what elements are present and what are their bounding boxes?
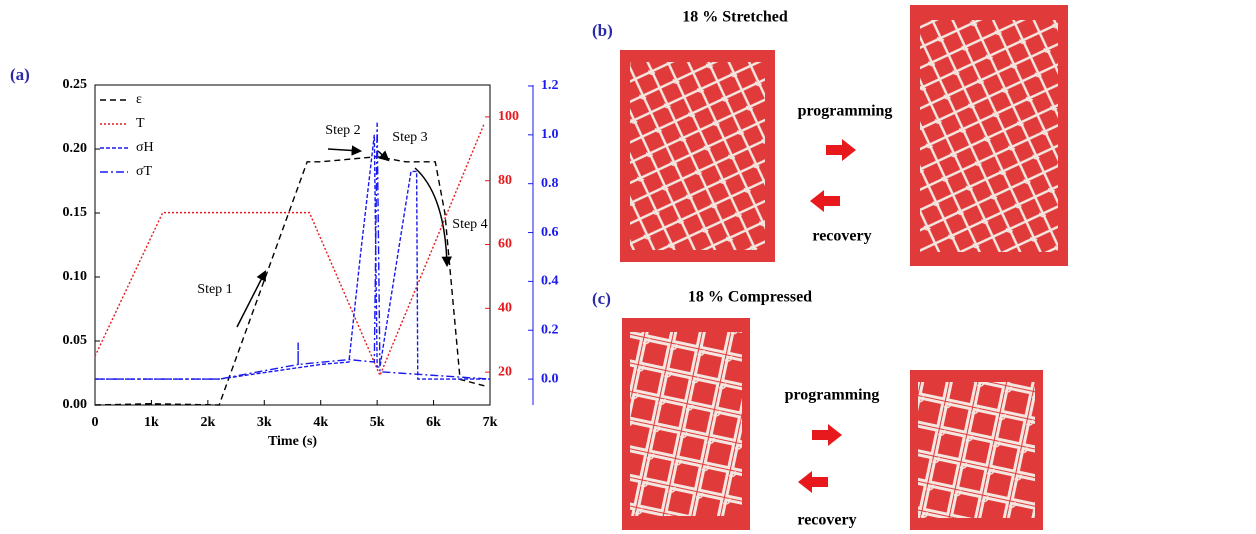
y-tick-label: 0.10 — [63, 269, 88, 284]
x-tick-label: 3k — [257, 415, 272, 430]
arrow — [810, 190, 840, 212]
y2-tick-label: 100 — [498, 109, 519, 124]
arrow — [812, 424, 842, 446]
y3-tick-label: 0.2 — [541, 322, 559, 337]
panel-title: 18 % Stretched — [682, 9, 788, 26]
series-line — [95, 157, 484, 405]
lattice — [630, 62, 765, 250]
y3-tick-label: 0.4 — [541, 274, 559, 289]
panel-title: 18 % Compressed — [688, 289, 812, 306]
y2-tick-label: 80 — [498, 173, 512, 188]
label: recovery — [812, 228, 871, 245]
label: recovery — [797, 512, 856, 529]
x-tick-label: 0 — [92, 415, 99, 430]
label: programming — [785, 387, 880, 404]
label: programming — [798, 103, 893, 120]
x-axis-label: Time (s) — [268, 434, 317, 449]
y2-tick-label: 20 — [498, 364, 512, 379]
series-line — [95, 135, 490, 379]
annotation: Step 3 — [392, 130, 427, 145]
y3-tick-label: 0.0 — [541, 371, 559, 386]
legend-label: σT — [136, 164, 153, 179]
x-tick-label: 7k — [483, 415, 498, 430]
y-tick-label: 0.00 — [63, 397, 88, 412]
y3-tick-label: 1.0 — [541, 127, 559, 142]
panel-label: (a) — [10, 65, 30, 84]
lattice — [920, 20, 1058, 252]
y3-tick-label: 0.8 — [541, 176, 559, 191]
y-tick-label: 0.20 — [63, 141, 88, 156]
legend-label: T — [136, 116, 145, 131]
legend-label: ε — [136, 92, 142, 107]
y3-tick-label: 0.6 — [541, 225, 559, 240]
y-tick-label: 0.25 — [63, 77, 88, 92]
figure: (a) Step 1 Step 2 Step 3 Step 4 (b) 18 %… — [0, 0, 1256, 534]
x-tick-label: 5k — [370, 415, 385, 430]
series-line — [95, 123, 490, 379]
plot-frame — [95, 85, 490, 405]
y3-tick-label: 1.2 — [541, 78, 559, 93]
panel-label: (c) — [592, 289, 611, 308]
x-tick-label: 2k — [200, 415, 215, 430]
arrow — [798, 471, 828, 493]
x-tick-label: 1k — [144, 415, 159, 430]
arrow — [237, 272, 265, 327]
annotation: Step 2 — [325, 123, 360, 138]
lattice — [630, 332, 742, 516]
lattice — [918, 382, 1035, 518]
y2-tick-label: 60 — [498, 237, 512, 252]
legend-label: σH — [136, 140, 154, 155]
y-tick-label: 0.15 — [63, 205, 88, 220]
annotation: Step 4 — [452, 217, 487, 232]
arrow — [328, 149, 360, 151]
series-line — [95, 123, 484, 375]
x-tick-label: 4k — [313, 415, 328, 430]
arrow — [826, 139, 856, 161]
y2-tick-label: 40 — [498, 301, 512, 316]
y-tick-label: 0.05 — [63, 333, 88, 348]
annotation: Step 1 — [197, 282, 232, 297]
x-tick-label: 6k — [426, 415, 441, 430]
panel-label: (b) — [592, 21, 613, 40]
